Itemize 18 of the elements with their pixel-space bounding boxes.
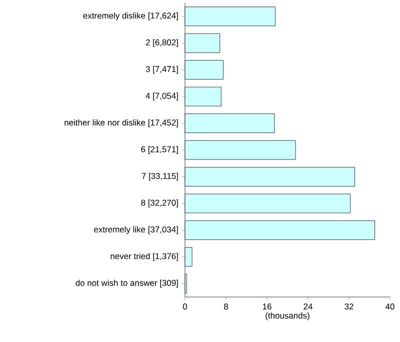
x-tick-label: 24 [304,304,312,310]
x-tick-label: 40 [385,304,394,310]
y-tick-label: extremely dislike [17,624] [83,12,178,20]
y-tick-label: 6 [21,571] [141,146,178,154]
y-tick-label: 8 [32,270] [141,200,178,208]
y-tick-label: 3 [7,471] [146,66,178,74]
y-tick-label: do not wish to answer [309] [76,280,178,288]
y-tick-label: 2 [6,802] [146,39,178,48]
y-tick-label: 7 [33,115] [142,172,178,181]
x-tick-label: 8 [224,304,228,310]
x-tick-label: 32 [344,304,354,310]
x-tick-label: 0 [182,304,188,310]
y-tick-label: neither like nor dislike [17,452] [64,119,178,128]
y-tick-label: 4 [7,054] [146,92,178,100]
y-tick-label: never tried [1,376] [110,252,178,261]
y-tick-label: extremely like [37,034] [94,226,178,234]
x-tick-label: 16 [262,304,272,310]
x-axis-title: (thousands) [266,312,310,320]
